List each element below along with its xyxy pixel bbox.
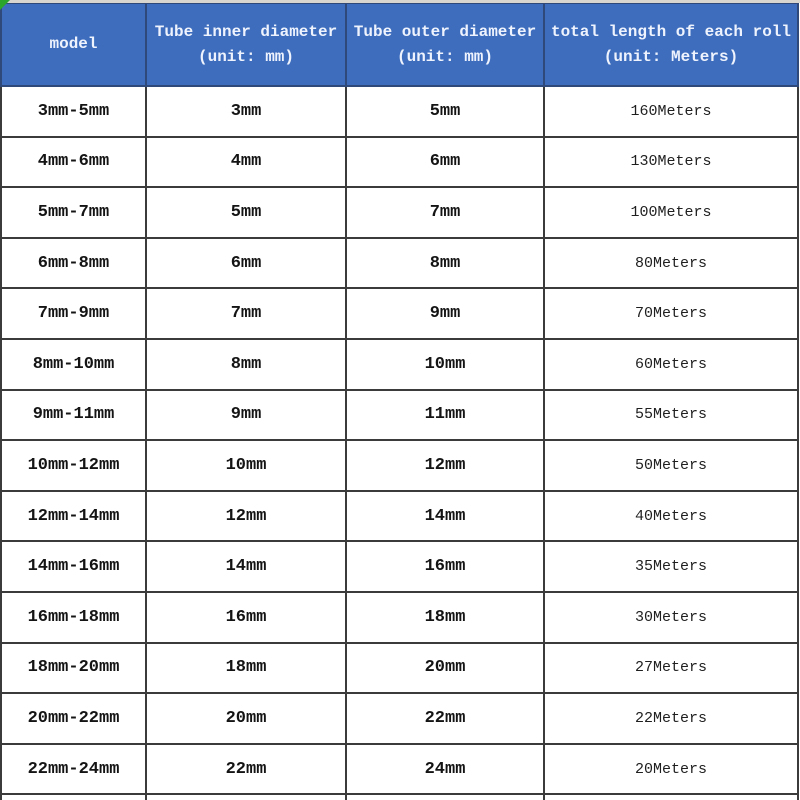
partial-next-row [0, 793, 799, 800]
length-cell: 30Meters [543, 590, 799, 644]
length-cell [543, 793, 799, 800]
length-cell: 160Meters [543, 85, 799, 138]
outer-diameter-cell [345, 793, 545, 800]
outer-diameter-cell: 5mm [345, 85, 545, 138]
green-corner-flag-icon [0, 0, 10, 10]
inner-diameter-cell: 6mm [145, 236, 347, 290]
outer-diameter-cell: 8mm [345, 236, 545, 290]
length-cell: 100Meters [543, 186, 799, 239]
outer-diameter-cell: 9mm [345, 287, 545, 340]
inner-diameter-cell: 12mm [145, 489, 347, 543]
header-model: model [0, 2, 147, 87]
outer-diameter-cell: 20mm [345, 641, 545, 695]
header-model-label: model [49, 35, 98, 54]
header-outer-diameter: Tube outer diameter (unit: mm) [345, 2, 545, 87]
table-row: 18mm-20mm 18mm 20mm 27Meters [0, 641, 799, 695]
length-cell: 50Meters [543, 439, 799, 492]
table-row: 22mm-24mm 22mm 24mm 20Meters [0, 742, 799, 796]
inner-diameter-cell: 18mm [145, 641, 347, 695]
model-cell: 16mm-18mm [0, 590, 147, 644]
model-cell: 10mm-12mm [0, 439, 147, 492]
inner-diameter-cell: 14mm [145, 540, 347, 593]
outer-diameter-cell: 22mm [345, 692, 545, 745]
inner-diameter-cell: 10mm [145, 439, 347, 492]
outer-diameter-cell: 6mm [345, 135, 545, 189]
model-cell: 9mm-11mm [0, 388, 147, 442]
outer-diameter-cell: 7mm [345, 186, 545, 239]
table-row: 10mm-12mm 10mm 12mm 50Meters [0, 439, 799, 492]
model-cell: 14mm-16mm [0, 540, 147, 593]
outer-diameter-cell: 11mm [345, 388, 545, 442]
table-row: 6mm-8mm 6mm 8mm 80Meters [0, 236, 799, 290]
model-cell: 7mm-9mm [0, 287, 147, 340]
header-outer-line2: (unit: mm) [396, 47, 493, 66]
length-cell: 20Meters [543, 742, 799, 796]
model-cell: 3mm-5mm [0, 85, 147, 138]
inner-diameter-cell: 3mm [145, 85, 347, 138]
inner-diameter-cell: 22mm [145, 742, 347, 796]
length-cell: 55Meters [543, 388, 799, 442]
model-cell: 12mm-14mm [0, 489, 147, 543]
header-length-line1: total length of each roll [550, 22, 792, 41]
header-length-line2: (unit: Meters) [603, 47, 739, 66]
header-outer-line1: Tube outer diameter [353, 22, 537, 41]
header-row: model Tube inner diameter (unit: mm) Tub… [0, 2, 799, 87]
inner-diameter-cell [145, 793, 347, 800]
model-cell: 18mm-20mm [0, 641, 147, 695]
table-row: 7mm-9mm 7mm 9mm 70Meters [0, 287, 799, 340]
table-row: 8mm-10mm 8mm 10mm 60Meters [0, 337, 799, 391]
outer-diameter-cell: 16mm [345, 540, 545, 593]
length-cell: 35Meters [543, 540, 799, 593]
inner-diameter-cell: 20mm [145, 692, 347, 745]
table-row: 20mm-22mm 20mm 22mm 22Meters [0, 692, 799, 745]
length-cell: 40Meters [543, 489, 799, 543]
inner-diameter-cell: 8mm [145, 337, 347, 391]
table-row: 4mm-6mm 4mm 6mm 130Meters [0, 135, 799, 189]
outer-diameter-cell: 18mm [345, 590, 545, 644]
model-cell: 5mm-7mm [0, 186, 147, 239]
inner-diameter-cell: 16mm [145, 590, 347, 644]
outer-diameter-cell: 10mm [345, 337, 545, 391]
table-row: 5mm-7mm 5mm 7mm 100Meters [0, 186, 799, 239]
table-row: 16mm-18mm 16mm 18mm 30Meters [0, 590, 799, 644]
length-cell: 80Meters [543, 236, 799, 290]
table-header: model Tube inner diameter (unit: mm) Tub… [0, 2, 799, 87]
model-cell: 20mm-22mm [0, 692, 147, 745]
outer-diameter-cell: 14mm [345, 489, 545, 543]
inner-diameter-cell: 4mm [145, 135, 347, 189]
model-cell: 22mm-24mm [0, 742, 147, 796]
length-cell: 27Meters [543, 641, 799, 695]
table-body: 3mm-5mm 3mm 5mm 160Meters 4mm-6mm 4mm 6m… [0, 85, 799, 800]
header-inner-line2: (unit: mm) [197, 47, 294, 66]
model-cell: 4mm-6mm [0, 135, 147, 189]
inner-diameter-cell: 9mm [145, 388, 347, 442]
top-edge-strip [0, 0, 800, 3]
model-cell: 8mm-10mm [0, 337, 147, 391]
outer-diameter-cell: 24mm [345, 742, 545, 796]
inner-diameter-cell: 5mm [145, 186, 347, 239]
header-inner-diameter: Tube inner diameter (unit: mm) [145, 2, 347, 87]
length-cell: 60Meters [543, 337, 799, 391]
table-row: 9mm-11mm 9mm 11mm 55Meters [0, 388, 799, 442]
model-cell: 6mm-8mm [0, 236, 147, 290]
table-row: 14mm-16mm 14mm 16mm 35Meters [0, 540, 799, 593]
header-total-length: total length of each roll (unit: Meters) [543, 2, 799, 87]
length-cell: 130Meters [543, 135, 799, 189]
header-inner-line1: Tube inner diameter [154, 22, 338, 41]
length-cell: 22Meters [543, 692, 799, 745]
table-row: 3mm-5mm 3mm 5mm 160Meters [0, 85, 799, 138]
inner-diameter-cell: 7mm [145, 287, 347, 340]
outer-diameter-cell: 12mm [345, 439, 545, 492]
model-cell [0, 793, 147, 800]
length-cell: 70Meters [543, 287, 799, 340]
table-row: 12mm-14mm 12mm 14mm 40Meters [0, 489, 799, 543]
